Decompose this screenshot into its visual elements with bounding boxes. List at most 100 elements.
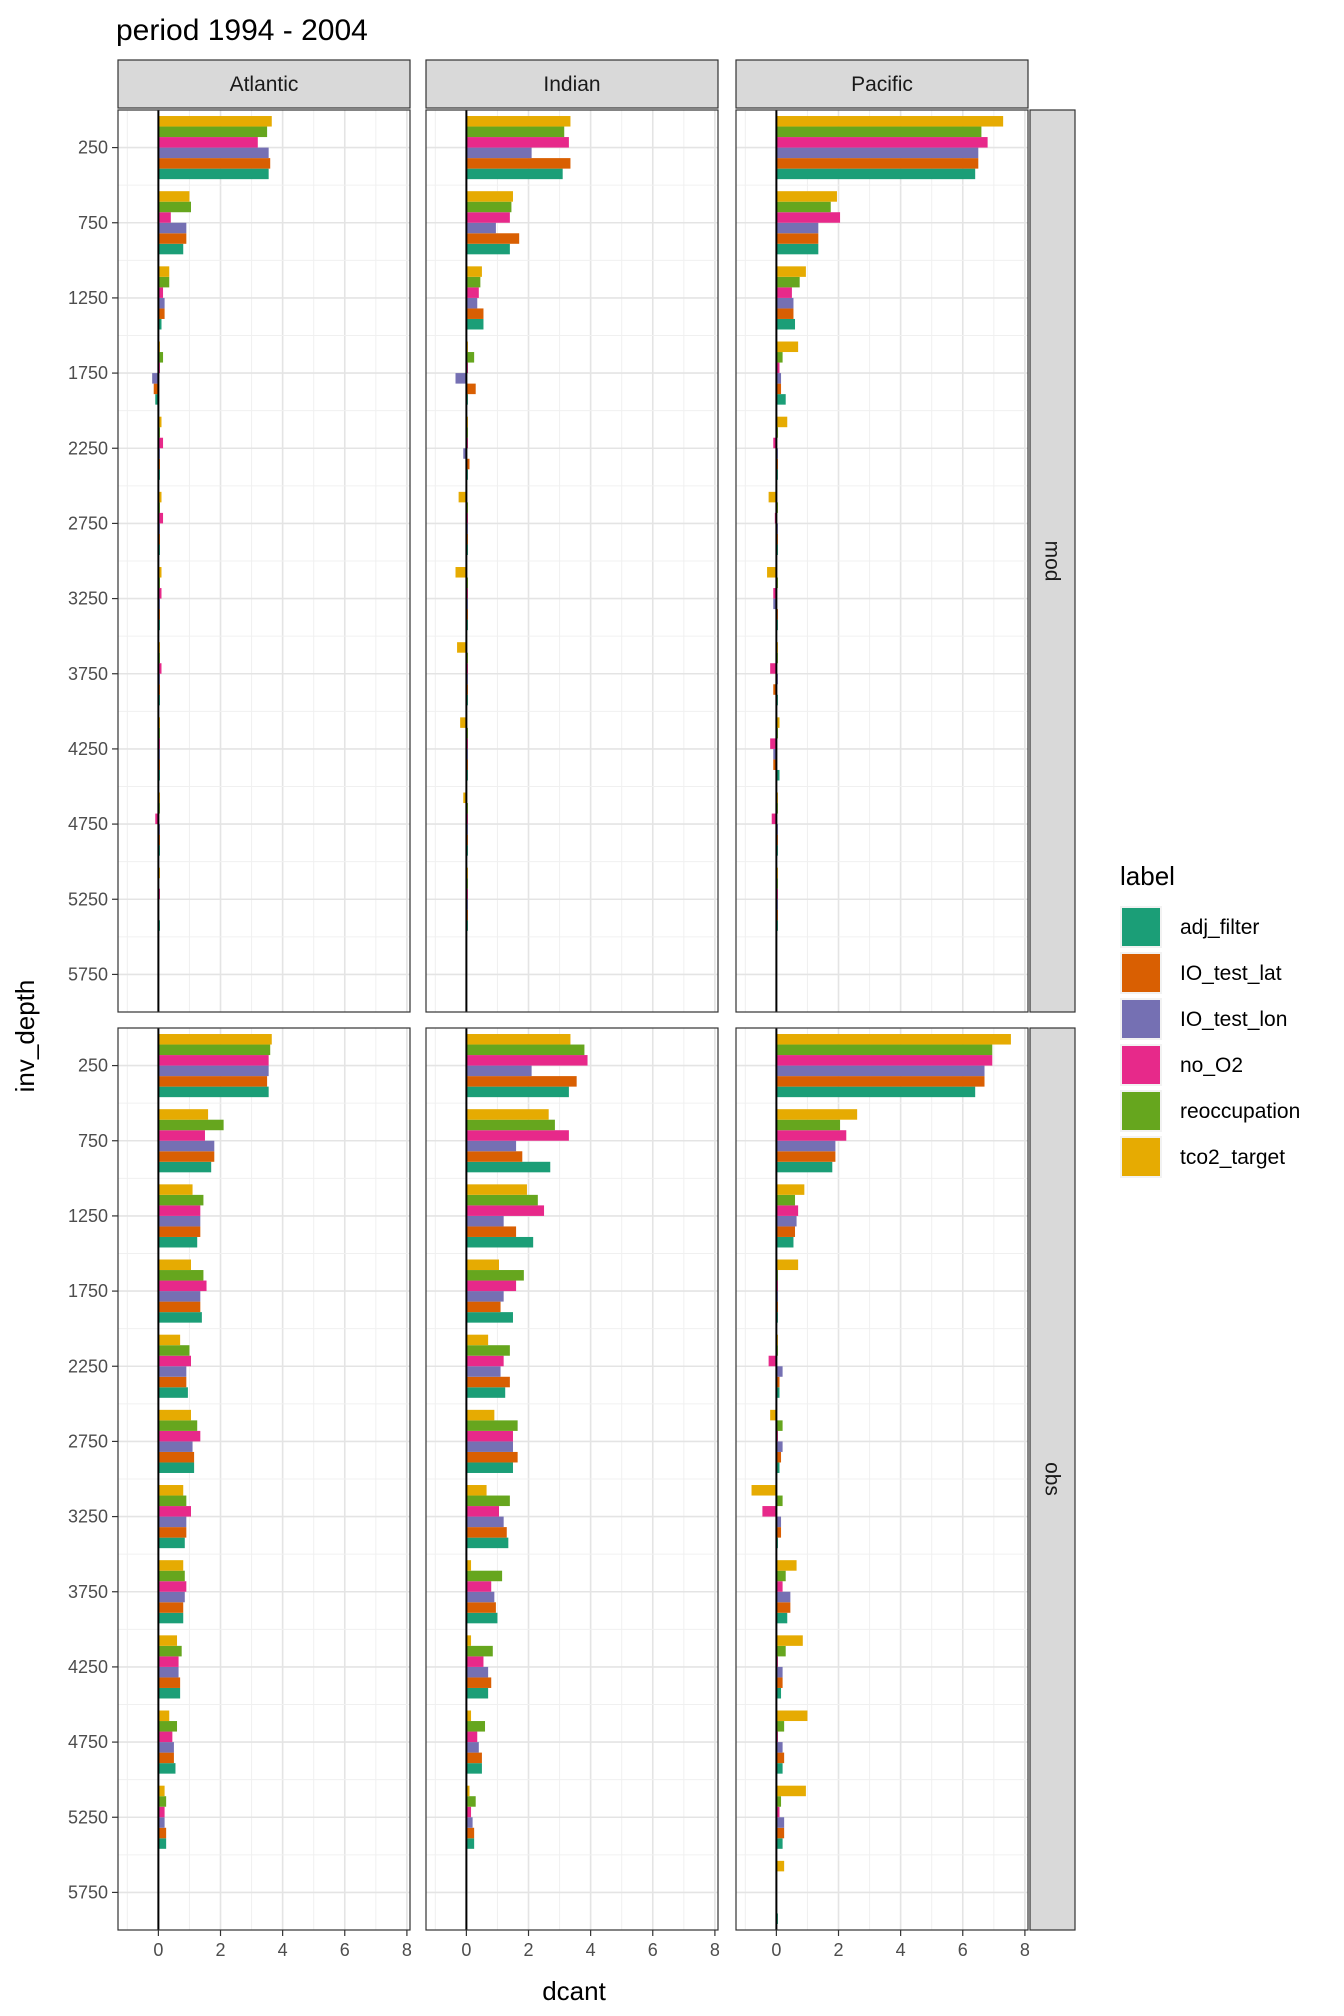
bar-reoccupation <box>466 352 475 363</box>
bar-reoccupation <box>466 1495 510 1507</box>
bar-no_O2 <box>773 437 777 449</box>
bar-tco2_target <box>466 191 513 202</box>
bar-reoccupation <box>776 1119 841 1131</box>
legend-key-IO_test_lat <box>1122 954 1160 992</box>
bar-IO_test_lon <box>158 1742 174 1753</box>
facet-panels: Atlantic Indian Pacific mod obs 250 750 1250 175… <box>68 59 1076 1960</box>
y-tick-label: 1250 <box>68 288 108 308</box>
bar-adj_filter <box>158 1612 184 1624</box>
bar-adj_filter <box>776 769 780 781</box>
bar-IO_test_lat <box>466 1677 492 1688</box>
bar-adj_filter <box>158 168 269 180</box>
x-tick-label: 2 <box>834 1940 844 1960</box>
facet-strip-indian <box>425 59 719 109</box>
bar-reoccupation <box>776 1645 786 1657</box>
facet-strip-label: Atlantic <box>230 73 299 96</box>
bar-adj_filter <box>776 168 976 180</box>
bar-reoccupation <box>466 1119 555 1131</box>
bar-no_O2 <box>466 1280 517 1292</box>
y-tick-label: 1750 <box>68 1281 108 1301</box>
panel-border <box>117 109 411 1013</box>
bar-IO_test_lon <box>455 373 467 384</box>
bar-tco2_target <box>466 1109 549 1120</box>
bar-adj_filter <box>466 1086 569 1098</box>
x-tick-label: 2 <box>524 1940 534 1960</box>
bar-IO_test_lon <box>776 373 782 384</box>
x-tick-label: 8 <box>402 1940 412 1960</box>
bar-adj_filter <box>466 243 510 255</box>
bar-IO_test_lat <box>466 458 470 470</box>
bar-IO_test_lon <box>158 1065 269 1077</box>
bar-adj_filter <box>158 1462 195 1473</box>
bar-no_O2 <box>158 1055 269 1066</box>
x-tick-label: 0 <box>771 1940 781 1960</box>
legend-label: tco2_target <box>1180 1146 1285 1169</box>
bar-no_O2 <box>776 212 841 223</box>
bar-no_O2 <box>466 1806 472 1818</box>
facet-strip-label: Pacific <box>851 73 913 96</box>
bar-IO_test_lon <box>158 1291 201 1302</box>
bar-IO_test_lat <box>158 308 165 319</box>
bar-tco2_target <box>158 416 162 428</box>
bar-IO_test_lat <box>776 1752 785 1764</box>
bar-IO_test_lon <box>463 448 467 459</box>
bar-IO_test_lat <box>466 1527 507 1538</box>
bar-tco2_target <box>158 1560 184 1571</box>
y-tick-label: 250 <box>78 1056 108 1076</box>
bar-tco2_target <box>158 1259 191 1271</box>
facet-strip-pacific <box>735 59 1029 109</box>
bar-IO_test_lat <box>158 233 187 244</box>
bar-no_O2 <box>155 813 159 825</box>
bar-IO_test_lat <box>776 308 794 319</box>
bar-IO_test_lat <box>158 1076 268 1087</box>
bar-adj_filter <box>155 394 159 405</box>
bar-adj_filter <box>776 394 786 405</box>
bar-IO_test_lon <box>466 147 532 159</box>
panel-border <box>425 1027 719 1931</box>
bar-reoccupation <box>466 1270 524 1281</box>
bar-no_O2 <box>158 1280 207 1292</box>
bar-IO_test_lon <box>158 1215 201 1227</box>
bar-reoccupation <box>158 201 191 213</box>
bar-IO_test_lat <box>158 1602 184 1613</box>
bar-IO_test_lat <box>773 684 777 695</box>
bar-IO_test_lon <box>466 1291 504 1302</box>
bar-IO_test_lat <box>776 1076 985 1087</box>
bar-IO_test_lon <box>466 1742 479 1753</box>
bar-IO_test_lat <box>776 233 819 244</box>
bar-adj_filter <box>158 318 162 330</box>
facet-strip-label: obs <box>1041 1462 1064 1496</box>
bar-no_O2 <box>776 362 780 374</box>
x-tick-label: 4 <box>278 1940 288 1960</box>
facet-strip-label: mod <box>1041 541 1064 582</box>
chart-title: period 1994 - 2004 <box>116 14 368 47</box>
bar-tco2_target <box>466 1560 472 1571</box>
bar-tco2_target <box>466 1710 472 1722</box>
bar-adj_filter <box>776 1161 833 1173</box>
panel-obs-indian <box>425 1027 719 1931</box>
legend-key-tco2_target <box>1122 1138 1160 1176</box>
bar-no_O2 <box>466 1506 499 1517</box>
bar-IO_test_lon <box>776 1140 836 1152</box>
bar-IO_test_lat <box>466 1076 577 1087</box>
y-tick-label: 5250 <box>68 889 108 909</box>
bar-IO_test_lon <box>466 297 478 309</box>
bar-adj_filter <box>158 1687 181 1699</box>
bar-reoccupation <box>466 276 481 288</box>
bar-adj_filter <box>158 1086 269 1098</box>
bar-IO_test_lat <box>466 1827 475 1839</box>
bar-reoccupation <box>776 1420 783 1431</box>
bar-no_O2 <box>466 1205 545 1216</box>
legend-key-adj_filter <box>1122 908 1160 946</box>
x-tick-label: 4 <box>586 1940 596 1960</box>
bar-IO_test_lat <box>466 308 484 319</box>
bar-reoccupation <box>158 1570 185 1582</box>
bar-IO_test_lon <box>158 1140 215 1152</box>
bar-IO_test_lat <box>773 759 777 770</box>
bar-reoccupation <box>158 126 268 138</box>
bar-IO_test_lat <box>466 1376 510 1388</box>
bar-IO_test_lat <box>158 1151 215 1162</box>
bar-tco2_target <box>466 266 482 277</box>
bar-reoccupation <box>158 1645 182 1657</box>
bar-tco2_target <box>776 717 780 728</box>
